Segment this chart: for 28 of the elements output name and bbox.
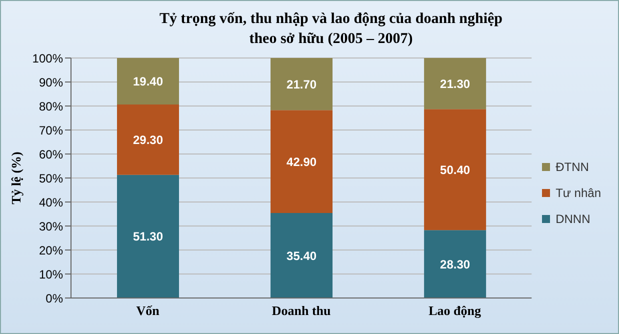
legend-label: DNNN	[556, 212, 590, 226]
y-tick-label: 20%	[38, 243, 64, 258]
y-tick-label: 0%	[46, 291, 64, 306]
y-tick-label: 10%	[38, 267, 64, 282]
y-tick-label: 70%	[38, 123, 64, 138]
data-label: 19.40	[132, 74, 164, 89]
x-tick-label: Lao động	[428, 303, 482, 318]
data-label: 21.30	[440, 76, 470, 91]
x-tick-label: Doanh thu	[272, 303, 331, 318]
x-tick-label: Vốn	[136, 303, 160, 318]
y-tick-label: 100%	[32, 51, 64, 66]
legend-label: ĐTNN	[556, 160, 589, 174]
y-tick-label: 40%	[38, 195, 64, 210]
y-tick-label: 60%	[38, 147, 64, 162]
data-label: 35.40	[286, 248, 317, 263]
data-label: 51.30	[132, 230, 164, 244]
data-label: 42.90	[286, 154, 317, 169]
data-label: 29.30	[132, 132, 164, 147]
data-label: 50.40	[440, 162, 470, 177]
data-label: 28.30	[440, 257, 470, 272]
y-tick-label: 30%	[38, 219, 64, 234]
legend-label: Tư nhân	[556, 186, 601, 200]
y-tick-label: 50%	[38, 171, 64, 186]
y-tick-label: 90%	[38, 75, 64, 90]
y-axis-title: Tỷ lệ (%)	[8, 152, 24, 204]
chart-title: Tỷ trọng vốn, thu nhập và lao động của doanh nghiệp theo sở hữu (2005 – 2007)	[158, 10, 504, 49]
data-label: 21.70	[286, 77, 317, 92]
y-tick-label: 80%	[38, 99, 64, 114]
